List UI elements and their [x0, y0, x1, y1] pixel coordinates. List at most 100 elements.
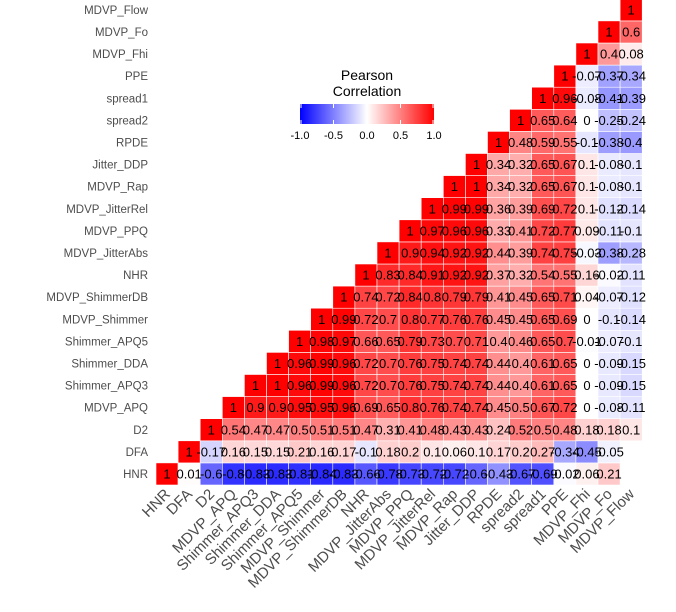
cell-value-label: 0.99	[309, 378, 334, 393]
cell-value-label: 0.73	[420, 334, 445, 349]
y-tick-label: MDVP_Fhi	[92, 49, 148, 61]
cell-value-label: 0.94	[420, 245, 445, 260]
cell-value-label: 0.66	[353, 334, 378, 349]
cell-value-label: 0.92	[464, 268, 489, 283]
cell-value-label: 0	[583, 400, 590, 415]
cell-value-label: 0.1	[578, 179, 596, 194]
cell-value-label: 0.48	[552, 422, 577, 437]
cell-value-label: 0.72	[353, 378, 378, 393]
cell-value-label: 0.7	[379, 312, 397, 327]
cell-value-label: 1	[517, 113, 524, 128]
cell-value-label: 0.51	[309, 422, 334, 437]
cell-value-label: -0.25	[594, 113, 624, 128]
cell-value-label: 0.18	[574, 422, 599, 437]
cell-value-label: 0.97	[331, 334, 356, 349]
cell-value-label: 1	[318, 312, 325, 327]
cell-value-label: 0.55	[552, 268, 577, 283]
heatmap-cells	[155, 0, 643, 486]
cell-value-label: 0.01	[176, 466, 201, 481]
cell-value-label: -0.38	[594, 135, 624, 150]
cell-value-label: 0.41	[397, 422, 422, 437]
cell-value-label: 0.36	[486, 201, 511, 216]
x-axis-labels: HNRDFAD2MDVP_APQShimmer_APQ3Shimmer_DDAS…	[139, 486, 638, 592]
cell-value-label: 0.47	[243, 422, 268, 437]
cell-value-label: 0.72	[552, 201, 577, 216]
cell-value-label: 0.1	[578, 201, 596, 216]
cell-value-label: 0.1	[622, 422, 640, 437]
cell-value-label: 0.76	[397, 378, 422, 393]
cell-value-label: 1	[495, 135, 502, 150]
cell-value-label: -0.03	[572, 245, 602, 260]
y-tick-label: NHR	[123, 270, 148, 282]
cell-value-label: 0.77	[552, 223, 577, 238]
legend-tick-label: 0.5	[393, 130, 408, 142]
cell-value-label: 0.16	[221, 444, 246, 459]
cell-value-label: 0.32	[508, 157, 533, 172]
cell-value-label: 0.72	[552, 400, 577, 415]
y-tick-label: MDVP_APQ	[84, 403, 148, 415]
cell-value-label: 0.21	[287, 444, 312, 459]
y-tick-label: MDVP_Fo	[95, 27, 148, 39]
legend-title-line2: Correlation	[333, 83, 401, 99]
y-tick-label: DFA	[126, 447, 149, 459]
legend-tick-label: -0.5	[324, 130, 343, 142]
cell-value-label: 0.72	[530, 223, 555, 238]
cell-value-label: 0.2	[512, 444, 530, 459]
cell-value-label: -0.15	[616, 356, 646, 371]
cell-value-label: 0.67	[552, 179, 577, 194]
y-tick-label: Shimmer_APQ3	[65, 381, 148, 393]
cell-value-label: 0.74	[464, 356, 489, 371]
cell-value-label: -0.67	[506, 466, 536, 481]
cell-value-label: 0.65	[530, 179, 555, 194]
color-legend: Pearson Correlation -1.0 -0.5 0.0 0.5 1.0	[291, 67, 442, 142]
legend-ticks: -1.0 -0.5 0.0 0.5 1.0	[291, 104, 442, 142]
cell-value-label: 0	[583, 378, 590, 393]
cell-value-label: -0.12	[616, 290, 646, 305]
cell-value-label: 1	[561, 69, 568, 84]
cell-value-label: 1	[605, 24, 612, 39]
cell-value-label: -0.28	[616, 245, 646, 260]
cell-value-label: 0.06	[574, 466, 599, 481]
cell-value-label: -0.6	[200, 466, 222, 481]
cell-value-label: -0.8	[222, 466, 244, 481]
cell-value-label: 0.65	[375, 334, 400, 349]
cell-value-label: 0.51	[331, 422, 356, 437]
cell-value-label: -0.07	[572, 69, 602, 84]
cell-value-label: 0.72	[353, 356, 378, 371]
cell-value-label: 0.72	[353, 312, 378, 327]
cell-value-label: 0.06	[442, 444, 467, 459]
cell-value-label: 0.98	[309, 334, 334, 349]
cell-value-label: 0.74	[530, 245, 555, 260]
cell-value-label: 0.1	[423, 444, 441, 459]
cell-value-label: 0	[583, 312, 590, 327]
cell-value-label: 0.45	[486, 400, 511, 415]
y-tick-label: HNR	[123, 469, 148, 481]
cell-value-label: -0.17	[196, 444, 226, 459]
cell-value-label: 0.44	[486, 378, 511, 393]
cell-value-label: 0.74	[442, 378, 467, 393]
cell-value-label: 0.45	[508, 290, 533, 305]
cell-value-label: 0.61	[530, 356, 555, 371]
cell-value-label: -0.1	[355, 444, 377, 459]
cell-value-label: -0.02	[550, 466, 580, 481]
cell-value-label: -0.11	[617, 400, 646, 415]
cell-value-label: -0.14	[616, 201, 646, 216]
cell-value-label: 0.75	[420, 356, 445, 371]
cell-value-label: 1	[296, 334, 303, 349]
cell-value-label: 0.96	[442, 223, 467, 238]
cell-value-label: 0.79	[464, 290, 489, 305]
cell-value-label: 0.61	[530, 378, 555, 393]
cell-value-label: -0.41	[594, 91, 624, 106]
cell-value-label: 0.71	[464, 334, 489, 349]
y-tick-label: PPE	[125, 71, 148, 83]
cell-value-label: 0.79	[442, 290, 467, 305]
cell-value-label: -0.24	[616, 113, 646, 128]
cell-value-label: 0.52	[508, 422, 533, 437]
cell-value-label: -0.6	[465, 466, 487, 481]
cell-value-label: 0.33	[486, 223, 511, 238]
cell-value-label: -0.83	[241, 466, 271, 481]
cell-value-label: 0.99	[464, 201, 489, 216]
cell-value-label: 0.9	[401, 245, 419, 260]
cell-value-label: 0.65	[552, 378, 577, 393]
